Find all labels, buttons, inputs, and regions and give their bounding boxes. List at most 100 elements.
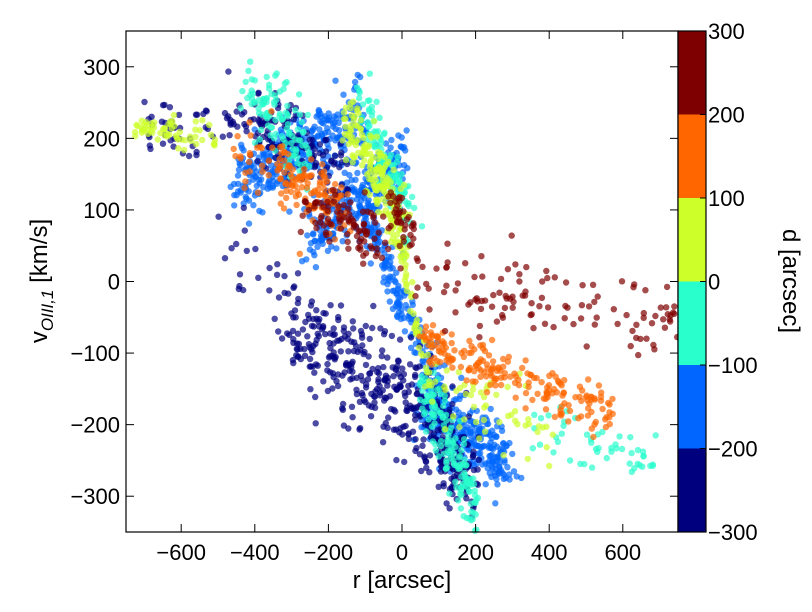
data-point <box>588 439 595 446</box>
data-point <box>294 330 302 337</box>
data-point <box>543 267 550 275</box>
data-point <box>287 188 295 196</box>
data-point <box>477 305 485 313</box>
data-point <box>371 399 378 406</box>
data-point <box>347 376 354 383</box>
data-point <box>416 363 423 370</box>
data-point <box>326 339 333 347</box>
data-point <box>470 368 478 375</box>
data-point <box>226 132 233 139</box>
data-point <box>468 508 475 515</box>
data-point <box>288 181 295 189</box>
data-point <box>618 445 626 453</box>
data-point <box>310 315 317 323</box>
data-point <box>303 256 310 263</box>
data-point <box>356 426 363 433</box>
data-point <box>325 110 332 117</box>
data-point <box>357 327 365 335</box>
data-point <box>419 352 427 359</box>
data-point <box>475 442 482 449</box>
data-point <box>353 84 361 91</box>
data-point <box>299 142 306 149</box>
data-point <box>467 299 474 306</box>
data-point <box>441 397 449 404</box>
data-point <box>332 152 339 159</box>
data-point <box>565 402 572 409</box>
data-point <box>562 279 570 286</box>
data-point <box>440 402 447 410</box>
data-point <box>342 123 349 130</box>
data-point <box>314 362 321 369</box>
data-point <box>648 320 656 327</box>
data-point <box>414 284 421 291</box>
data-point <box>352 141 360 149</box>
data-point <box>501 304 509 312</box>
data-point <box>424 351 431 359</box>
data-point <box>441 340 448 347</box>
data-point <box>246 158 253 166</box>
data-point <box>387 199 394 207</box>
data-point <box>652 432 659 439</box>
data-point <box>393 456 400 464</box>
data-point <box>235 166 243 173</box>
data-point <box>456 465 463 472</box>
data-point <box>534 428 541 436</box>
data-point <box>364 171 371 178</box>
data-point <box>483 389 491 396</box>
data-point <box>332 125 339 133</box>
data-point <box>551 274 558 281</box>
data-point <box>432 447 440 454</box>
data-point <box>470 403 478 411</box>
data-point <box>256 136 263 143</box>
data-point <box>297 228 304 236</box>
data-point <box>193 151 200 159</box>
data-point <box>284 102 291 110</box>
data-point <box>376 114 383 122</box>
data-point <box>388 229 395 236</box>
data-point <box>304 111 311 119</box>
data-point <box>340 109 348 116</box>
data-point <box>317 219 324 226</box>
data-point <box>326 353 334 360</box>
y-tick-label: −100 <box>70 341 120 366</box>
data-point <box>433 332 441 340</box>
data-point <box>471 273 478 281</box>
data-point <box>242 178 249 185</box>
data-point <box>469 386 477 393</box>
data-point <box>338 184 345 191</box>
data-point <box>373 166 381 173</box>
data-point <box>371 404 379 411</box>
data-point <box>412 436 419 443</box>
data-point <box>506 476 513 483</box>
data-point <box>361 157 368 164</box>
data-point <box>443 264 450 271</box>
data-point <box>442 465 450 472</box>
data-point <box>493 318 501 325</box>
data-point <box>534 390 541 397</box>
data-point <box>589 281 597 288</box>
data-point <box>336 218 343 225</box>
data-point <box>522 422 529 429</box>
data-point <box>397 383 404 391</box>
data-point <box>623 311 630 319</box>
data-point <box>408 404 415 412</box>
data-point <box>286 331 293 339</box>
data-point <box>215 213 222 220</box>
data-point <box>460 440 468 448</box>
data-point <box>591 298 598 306</box>
data-point <box>289 152 297 160</box>
data-point <box>258 162 266 169</box>
data-point <box>397 218 404 225</box>
data-point <box>440 480 447 487</box>
data-point <box>430 411 437 419</box>
colorbar-tick-label: 0 <box>708 270 720 295</box>
data-point <box>391 383 398 390</box>
data-point <box>419 263 426 270</box>
data-point <box>536 441 544 448</box>
data-point <box>558 430 565 437</box>
data-point <box>633 321 640 328</box>
y-tick-label: 100 <box>83 198 120 223</box>
data-point <box>296 111 304 118</box>
data-point <box>340 324 348 331</box>
data-point <box>570 320 577 328</box>
